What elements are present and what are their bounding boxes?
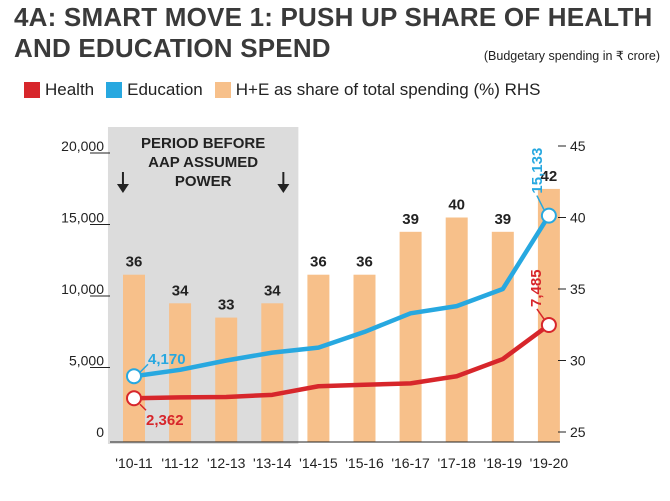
legend-item-share: H+E as share of total spending (%) RHS (214, 80, 541, 100)
legend-label-share: H+E as share of total spending (%) RHS (235, 80, 541, 99)
period-arrow-head (116, 184, 129, 193)
legend-swatch-share (214, 82, 231, 98)
bar-label: 36 (126, 254, 143, 271)
bar-share (123, 274, 145, 442)
y-right-tick-label: 25 (570, 424, 586, 440)
x-tick-label: '12-13 (207, 455, 246, 471)
point-leader (139, 363, 149, 373)
point-marker (126, 368, 142, 385)
point-label: 2,362 (146, 412, 184, 429)
bar-share (445, 217, 468, 442)
bar-share (353, 274, 376, 442)
y-right-tick-label: 35 (570, 281, 586, 297)
bar-label: 42 (541, 168, 558, 185)
bar-share (261, 303, 284, 442)
point-leader (139, 403, 147, 411)
x-tick-label: '17-18 (437, 455, 476, 471)
period-arrow-head (277, 184, 290, 193)
x-tick-label: '19-20 (530, 455, 569, 471)
legend-swatch-education (106, 82, 123, 98)
point-label: 7,485 (528, 269, 545, 307)
y-left-tick-label: 20,000 (61, 138, 104, 154)
chart-title: 4A: SMART MOVE 1: PUSH UP SHARE OF HEALT… (14, 2, 653, 64)
bar-label: 36 (310, 254, 327, 271)
bar-label: 34 (264, 282, 281, 299)
point-label: 4,170 (148, 351, 186, 368)
period-annotation-line: AAP ASSUMED (148, 154, 258, 171)
y-right-tick-label: 30 (570, 353, 586, 369)
x-tick-label: '10-11 (115, 455, 153, 471)
point-leader (536, 308, 545, 320)
y-left-tick-label: 0 (96, 424, 104, 440)
line-health (133, 323, 551, 401)
bar-share (307, 274, 330, 442)
x-tick-label: '16-17 (391, 455, 430, 471)
bar-share (399, 231, 422, 442)
bar-share (491, 231, 514, 442)
y-right-tick-label: 40 (570, 210, 586, 226)
point-marker (540, 316, 557, 333)
chart-title-line2: AND EDUCATION SPEND (14, 33, 331, 63)
bar-share (537, 188, 560, 442)
y-right-tick-label: 45 (570, 138, 586, 154)
period-annotation-line: POWER (175, 173, 232, 190)
bar-label: 33 (218, 297, 235, 314)
point-label: 15,133 (529, 148, 546, 194)
x-tick-label: '14-15 (299, 455, 338, 471)
bar-share (169, 303, 192, 442)
legend-item-health: Health (24, 80, 94, 100)
y-left-tick-label: 10,000 (61, 281, 104, 297)
legend: Health Education H+E as share of total s… (24, 80, 553, 100)
x-tick-label: '15-16 (345, 455, 384, 471)
y-left-tick-label: 5,000 (69, 353, 104, 369)
point-marker (540, 207, 557, 224)
x-tick-label: '11-12 (161, 455, 199, 471)
legend-label-education: Education (127, 80, 203, 99)
bar-label: 36 (356, 254, 373, 271)
bar-share (215, 317, 238, 442)
x-tick-label: '18-19 (484, 455, 523, 471)
period-annotation-line: PERIOD BEFORE (141, 135, 265, 152)
bar-label: 40 (448, 197, 465, 214)
legend-item-education: Education (106, 80, 203, 100)
legend-swatch-health (24, 82, 40, 98)
bar-label: 34 (172, 282, 189, 299)
y-left-tick-label: 15,000 (61, 210, 104, 226)
bar-label: 39 (494, 211, 511, 228)
legend-label-health: Health (45, 80, 95, 99)
x-tick-label: '13-14 (253, 455, 292, 471)
line-education (133, 214, 551, 379)
chart-title-line1: 4A: SMART MOVE 1: PUSH UP SHARE OF HEALT… (14, 2, 653, 32)
point-marker (126, 390, 142, 407)
units-note: (Budgetary spending in ₹ crore) (483, 49, 660, 63)
bar-label: 39 (402, 211, 419, 228)
point-leader (536, 195, 545, 210)
